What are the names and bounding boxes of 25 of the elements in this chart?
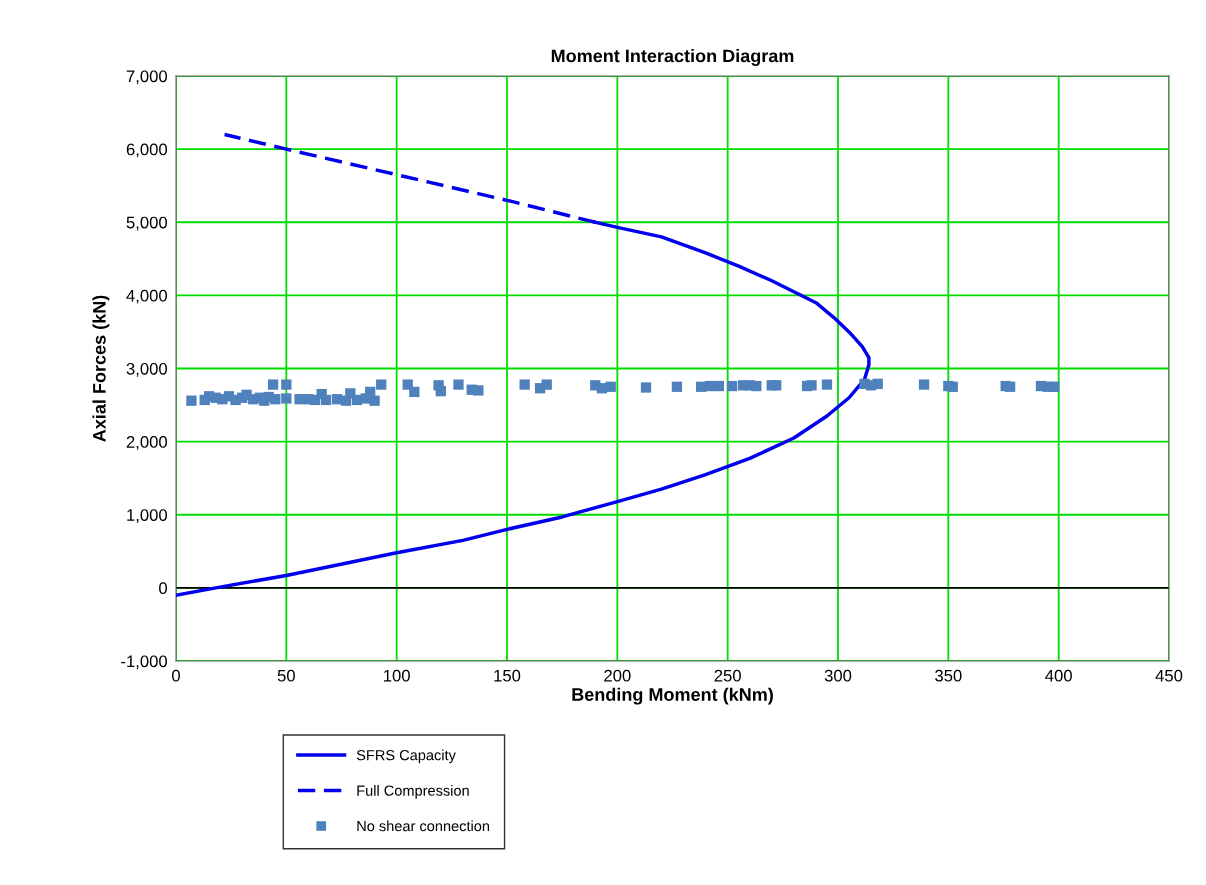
y-axis-title: Axial Forces (kN): [92, 295, 110, 442]
x-tick-label: 400: [1045, 669, 1072, 682]
y-tick-label: 6,000: [126, 143, 168, 158]
legend-label: No shear connection: [357, 820, 490, 832]
x-tick-label: 350: [935, 669, 962, 682]
x-tick-label: 300: [824, 669, 852, 682]
y-tick-label: 2,000: [126, 436, 168, 450]
y-tick-label: 3,000: [126, 362, 168, 377]
y-tick-label: 4,000: [126, 289, 168, 304]
x-tick-label: 150: [494, 669, 521, 682]
x-tick-label: 100: [384, 669, 410, 682]
x-tick-label: 250: [714, 669, 741, 682]
legend-label: SFRS Capacity: [356, 749, 456, 764]
y-tick-label: 7,000: [126, 70, 168, 85]
chart-title: Moment Interaction Diagram: [551, 49, 794, 66]
x-tick-label: 200: [604, 669, 631, 682]
y-tick-label: -1,000: [121, 655, 168, 670]
x-tick-label: 450: [1155, 669, 1183, 682]
x-tick-label: 0: [172, 669, 180, 682]
x-axis-title: Bending Moment (kNm): [572, 687, 773, 705]
y-tick-label: 5,000: [126, 216, 168, 231]
x-tick-label: 50: [277, 669, 295, 682]
y-tick-label: 0: [159, 582, 168, 595]
legend-label: Full Compression: [357, 785, 469, 799]
y-tick-label: 1,000: [127, 509, 168, 523]
